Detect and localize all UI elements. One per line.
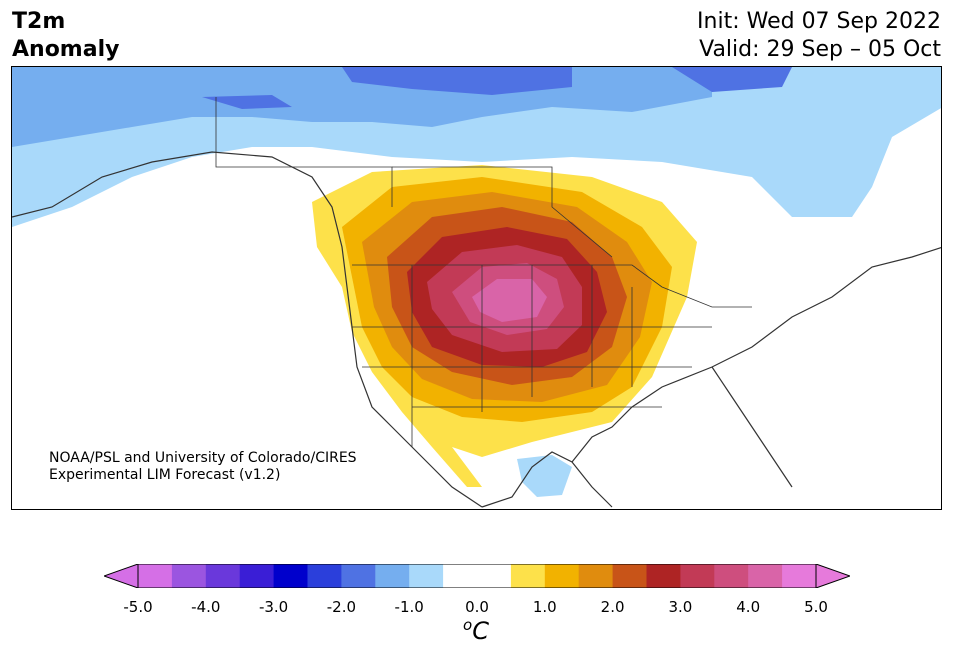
anomaly-map [11, 66, 942, 510]
colorbar-segments [138, 564, 817, 588]
colorbar-extend-high [815, 564, 850, 588]
colorbar-segment [341, 564, 376, 588]
colorbar-tick-label: -3.0 [258, 598, 289, 616]
colorbar-segment [375, 564, 410, 588]
colorbar-segment [409, 564, 444, 588]
colorbar-segment [714, 564, 749, 588]
colorbar-segment [612, 564, 647, 588]
colorbar-segment [578, 564, 614, 588]
forecast-dates: Init: Wed 07 Sep 2022 Valid: 29 Sep – 05… [697, 8, 941, 64]
credit-line-2: Experimental LIM Forecast (v1.2) [49, 467, 281, 483]
colorbar-segment [646, 564, 681, 588]
colorbar-segment [205, 564, 241, 588]
colorbar-segment [273, 564, 308, 588]
colorbar-border [137, 564, 817, 588]
colorbar-segment [510, 564, 546, 588]
mexico-cold-anomaly [517, 455, 572, 497]
colorbar-segment [307, 564, 342, 588]
colorbar-tick-label: 3.0 [668, 598, 693, 616]
title-line-1: T2m [12, 9, 66, 34]
colorbar-segment [239, 564, 275, 588]
colorbar-tick-label: -2.0 [326, 598, 357, 616]
warm-anomaly-8 [472, 279, 547, 322]
coastlines [12, 151, 941, 508]
unit-degree: o [463, 616, 473, 634]
colorbar-segment [138, 564, 173, 588]
colorbar-extend-low [104, 564, 139, 588]
credit-text: NOAA/PSL and University of Colorado/CIRE… [49, 450, 357, 484]
map-title: T2m Anomaly [12, 8, 119, 64]
colorbar-tick-label: 5.0 [804, 598, 828, 616]
colorbar-segment [680, 564, 715, 588]
colorbar-segment [443, 564, 478, 588]
valid-date: Valid: 29 Sep – 05 Oct [699, 37, 941, 62]
colorbar-unit: oC [463, 616, 489, 645]
unit-letter: C [472, 617, 489, 645]
colorbar-segment [748, 564, 783, 588]
credit-line-1: NOAA/PSL and University of Colorado/CIRE… [49, 450, 357, 466]
colorbar-tick-label: 2.0 [600, 598, 625, 616]
colorbar-tick-label: 4.0 [736, 598, 761, 616]
colorbar [104, 564, 850, 588]
init-date: Init: Wed 07 Sep 2022 [697, 9, 941, 34]
colorbar-segment [544, 564, 580, 588]
colorbar-tick-label: -1.0 [394, 598, 424, 616]
colorbar-tick-label: 1.0 [532, 598, 557, 616]
colorbar-segment [782, 564, 817, 588]
colorbar-tick-label: 0.0 [465, 598, 489, 616]
colorbar-tick-label: -4.0 [191, 598, 221, 616]
political-borders [215, 97, 752, 447]
colorbar-segment [477, 564, 512, 588]
title-line-2: Anomaly [12, 37, 120, 62]
colorbar-segment [171, 564, 207, 588]
cold-anomaly-strong [202, 67, 792, 109]
map-canvas [12, 67, 941, 508]
colorbar-tick-label: -5.0 [123, 598, 153, 616]
